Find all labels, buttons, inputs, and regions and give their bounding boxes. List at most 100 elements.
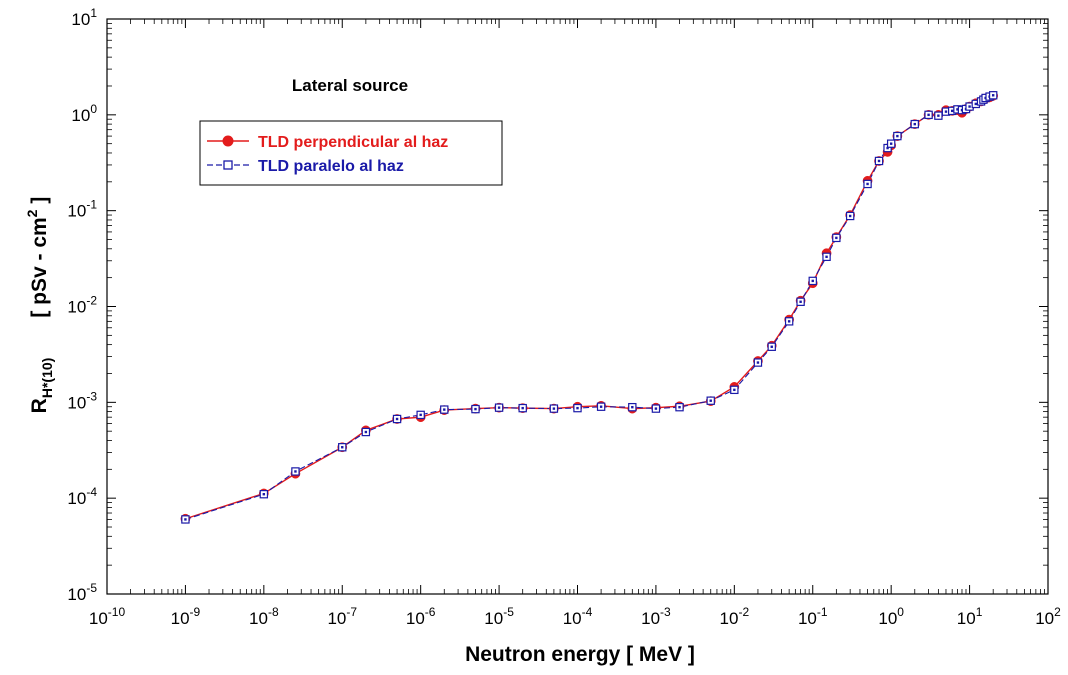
x-tick-label: 100 <box>878 605 904 628</box>
data-point-paralelo-center <box>889 142 893 145</box>
x-tick-labels: 10-10 10-9 10-8 10-7 10-6 10-5 10-4 10-3 10-2 10-… <box>89 605 1061 628</box>
x-tick-base: 10 <box>641 609 660 628</box>
data-point-paralelo-center <box>825 255 828 259</box>
legend-label-perpendicular: TLD perpendicular al haz <box>258 134 448 151</box>
x-tick-exponent: -9 <box>190 605 201 619</box>
x-tick-exponent: -7 <box>346 605 357 619</box>
legend-marker-perpendicular <box>222 135 234 147</box>
data-point-paralelo-center <box>756 361 760 364</box>
y-tick-base: 10 <box>67 202 86 221</box>
x-tick-exponent: -2 <box>738 605 749 619</box>
data-point-paralelo-center <box>654 407 658 410</box>
y-axis-unit-open: [ pSv - cm <box>28 217 51 317</box>
data-point-paralelo-center <box>799 300 802 303</box>
data-point-paralelo-center <box>599 405 603 408</box>
data-point-paralelo-center <box>770 345 773 348</box>
y-axis-unit-close: ] <box>28 197 51 210</box>
y-tick-base: 10 <box>67 585 86 604</box>
series-markers <box>180 90 999 524</box>
x-tick-label: 10-5 <box>484 605 514 628</box>
x-tick-base: 10 <box>563 609 582 628</box>
data-point-paralelo-center <box>937 114 940 117</box>
x-tick-exponent: -8 <box>268 605 279 619</box>
data-point-paralelo-center <box>944 110 948 113</box>
x-tick-base: 10 <box>1035 609 1054 628</box>
x-tick-exponent: -5 <box>503 605 514 619</box>
y-tick-base: 10 <box>71 10 90 29</box>
chart-annotation: Lateral source <box>292 76 408 95</box>
y-tick-label: 100 <box>71 102 97 125</box>
data-point-paralelo-center <box>866 182 869 186</box>
x-tick-exponent: -3 <box>660 605 671 619</box>
y-tick-base: 10 <box>67 298 86 317</box>
x-tick-exponent: 0 <box>897 605 904 619</box>
x-tick-base: 10 <box>327 609 346 628</box>
y-tick-label: 101 <box>71 6 97 29</box>
data-point-paralelo-center <box>497 406 501 409</box>
y-axis-symbol: R <box>28 398 51 413</box>
y-axis-title: RH*(10) [ pSv - cm2 ] <box>24 197 55 414</box>
y-tick-label: 10-4 <box>67 485 97 508</box>
y-axis-subscript: H*(10) <box>39 358 55 398</box>
data-point-paralelo-center <box>341 446 344 449</box>
data-point-paralelo-center <box>709 399 712 402</box>
data-point-paralelo-center <box>787 320 791 323</box>
y-tick-exponent: -3 <box>86 389 97 403</box>
y-tick-label: 10-2 <box>67 294 97 317</box>
x-tick-exponent: -1 <box>817 605 828 619</box>
data-point-paralelo-center <box>968 105 971 108</box>
y-tick-base: 10 <box>67 489 86 508</box>
data-point-paralelo-center <box>552 407 556 410</box>
data-point-paralelo-center <box>956 108 959 111</box>
x-tick-base: 10 <box>798 609 817 628</box>
data-point-paralelo-center <box>886 146 889 150</box>
x-tick-exponent: -4 <box>582 605 593 619</box>
x-tick-exponent: 1 <box>976 605 983 619</box>
y-tick-exponent: -5 <box>86 581 97 595</box>
data-point-paralelo-center <box>927 113 930 117</box>
legend-box <box>199 120 503 186</box>
x-tick-label: 10-10 <box>89 605 126 628</box>
legend: TLD perpendicular al haz TLD paralelo al… <box>199 120 503 186</box>
x-tick-base: 10 <box>171 609 190 628</box>
x-tick-label: 10-1 <box>798 605 828 628</box>
data-point-paralelo-center <box>678 405 681 409</box>
y-tick-exponent: -1 <box>86 198 97 212</box>
x-tick-label: 101 <box>957 605 983 628</box>
x-tick-base: 10 <box>720 609 739 628</box>
data-point-paralelo-center <box>262 492 266 496</box>
data-point-paralelo-center <box>474 407 477 411</box>
data-point-paralelo-center <box>950 109 954 113</box>
x-tick-base: 10 <box>406 609 425 628</box>
y-tick-exponent: 0 <box>90 102 97 116</box>
data-point-paralelo-center <box>184 518 187 521</box>
data-point-paralelo-center <box>991 94 995 97</box>
x-tick-label: 10-6 <box>406 605 436 628</box>
data-point-paralelo-center <box>521 406 524 410</box>
data-point-paralelo-center <box>733 388 736 392</box>
data-point-paralelo-center <box>294 470 297 473</box>
x-tick-label: 10-7 <box>327 605 357 628</box>
x-tick-label: 10-2 <box>720 605 750 628</box>
data-point-paralelo-center <box>811 279 814 283</box>
data-point-paralelo-center <box>443 408 446 411</box>
legend-label-paralelo: TLD paralelo al haz <box>258 158 404 175</box>
x-tick-base: 10 <box>484 609 503 628</box>
x-tick-base: 10 <box>957 609 976 628</box>
x-tick-exponent: 2 <box>1054 605 1061 619</box>
data-point-paralelo-center <box>395 417 399 421</box>
x-tick-exponent: -10 <box>108 605 126 619</box>
x-tick-label: 102 <box>1035 605 1061 628</box>
data-point-paralelo-center <box>974 102 977 106</box>
y-tick-exponent: -4 <box>86 485 97 499</box>
x-tick-base: 10 <box>878 609 897 628</box>
x-axis-title: Neutron energy [ MeV ] <box>465 643 695 666</box>
y-tick-label: 10-5 <box>67 581 97 604</box>
data-point-paralelo-center <box>576 406 579 410</box>
data-point-paralelo-center <box>896 134 899 138</box>
data-point-paralelo-center <box>913 122 916 126</box>
y-tick-label: 10-1 <box>67 198 97 221</box>
x-tick-label: 10-4 <box>563 605 593 628</box>
